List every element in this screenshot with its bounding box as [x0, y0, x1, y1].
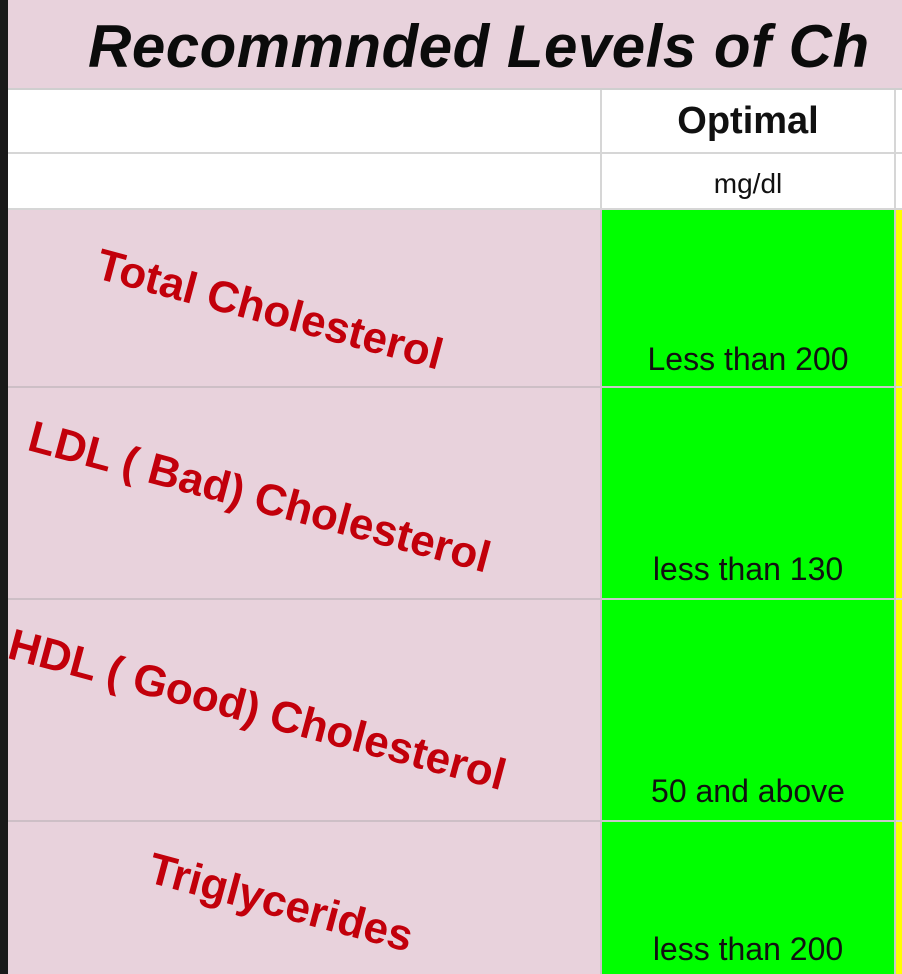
optimal-value: Less than 200 — [647, 341, 849, 377]
metric-name: LDL ( Bad) Cholesterol — [23, 412, 496, 583]
header-empty-cell[interactable] — [8, 90, 602, 154]
row-label-cell-triglycerides[interactable]: Triglycerides — [8, 822, 602, 974]
optimal-value-cell[interactable]: less than 130 — [602, 388, 896, 600]
window-edge — [0, 0, 8, 974]
next-column-cell[interactable] — [896, 822, 902, 974]
row-label-cell-hdl[interactable]: HDL ( Good) Cholesterol — [8, 600, 602, 822]
header-next-cell[interactable] — [896, 90, 902, 154]
optimal-value: less than 200 — [652, 931, 844, 967]
next-column-cell[interactable] — [896, 600, 902, 822]
header-optimal-cell[interactable]: Optimal — [602, 90, 896, 154]
metric-name: HDL ( Good) Cholesterol — [8, 620, 512, 800]
optimal-value-cell[interactable]: Less than 200 — [602, 210, 896, 388]
optimal-value-cell[interactable]: less than 200 — [602, 822, 896, 974]
next-column-cell[interactable] — [896, 388, 902, 600]
optimal-column-label: Optimal — [677, 100, 819, 142]
spreadsheet-view[interactable]: Recommnded Levels of Ch Optimal mg/dl To… — [8, 0, 902, 974]
sheet-title: Recommnded Levels of Ch — [88, 13, 870, 80]
optimal-value: 50 and above — [651, 773, 845, 809]
unit-label: mg/dl — [713, 168, 783, 199]
metric-name: Triglycerides — [143, 844, 419, 962]
row-label-cell-ldl[interactable]: LDL ( Bad) Cholesterol — [8, 388, 602, 600]
next-column-cell[interactable] — [896, 210, 902, 388]
metric-name: Total Cholesterol — [91, 240, 448, 380]
row-label-cell-total[interactable]: Total Cholesterol — [8, 210, 602, 388]
unit-cell[interactable]: mg/dl — [602, 154, 896, 210]
optimal-value-cell[interactable]: 50 and above — [602, 600, 896, 822]
title-row: Recommnded Levels of Ch — [8, 0, 902, 90]
unit-empty-cell[interactable] — [8, 154, 602, 210]
unit-next-cell[interactable] — [896, 154, 902, 210]
optimal-value: less than 130 — [652, 551, 844, 587]
